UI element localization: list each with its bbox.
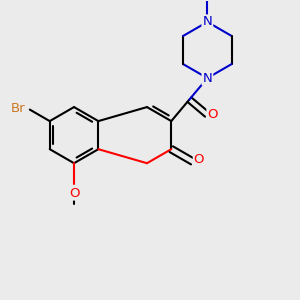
Text: O: O [69,187,79,200]
Text: O: O [194,153,204,167]
Text: Br: Br [11,102,26,116]
Text: N: N [202,72,212,85]
Text: N: N [202,16,212,28]
Text: O: O [207,108,217,121]
